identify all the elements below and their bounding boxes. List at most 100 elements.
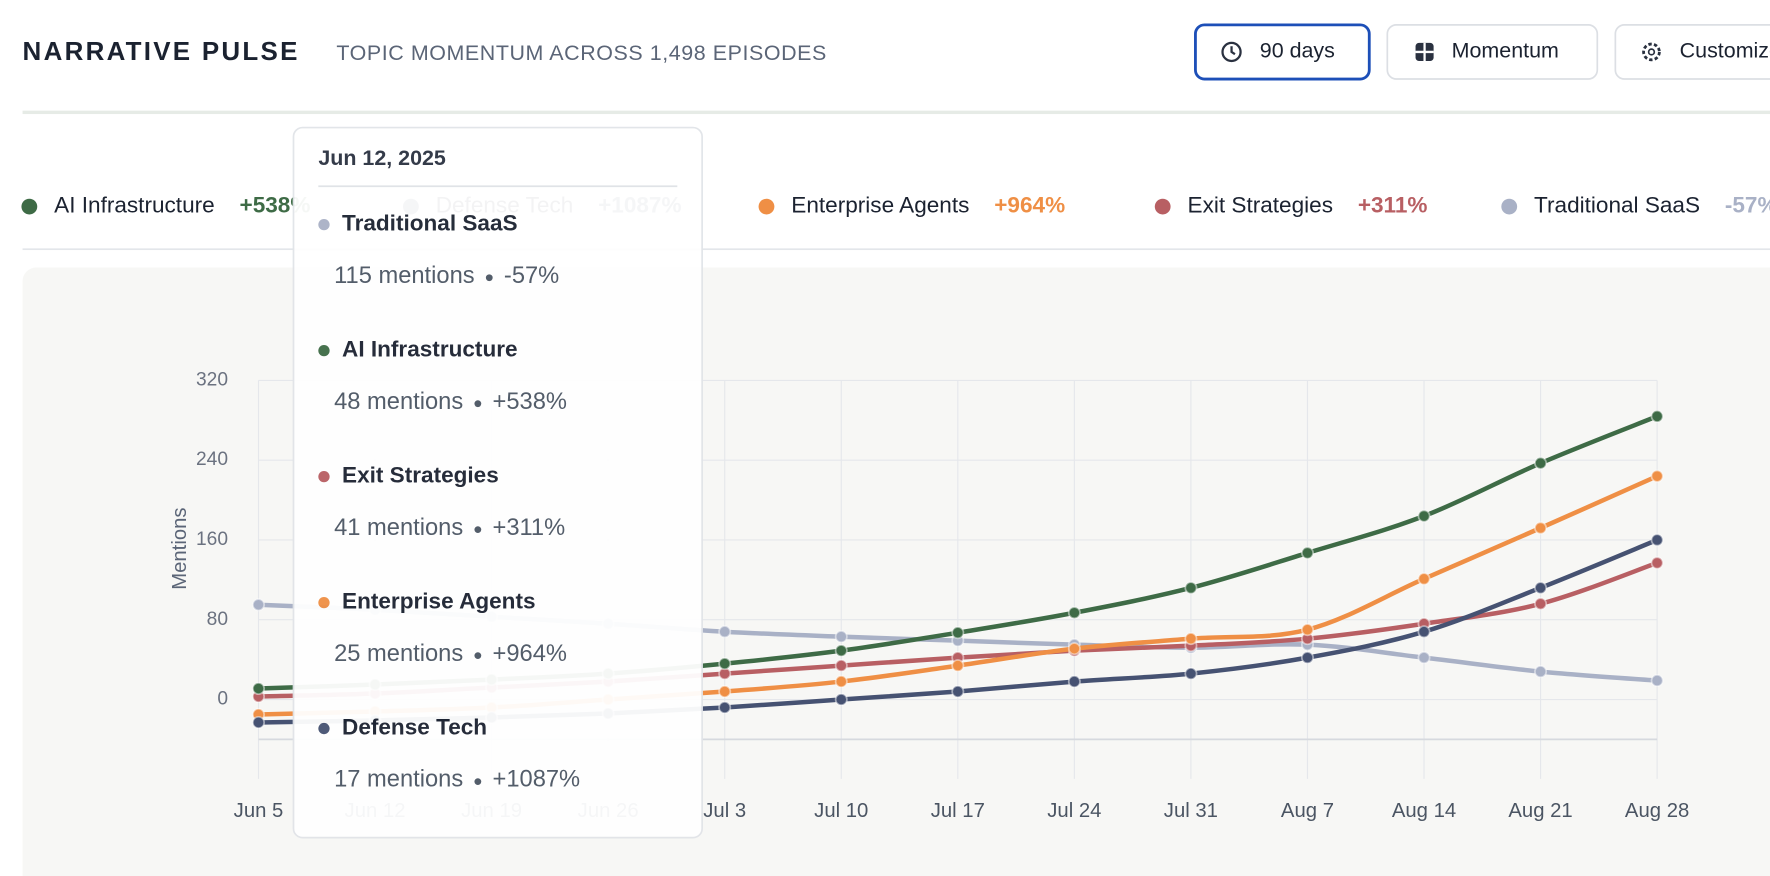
data-point (252, 715, 265, 729)
clock-hands (1230, 46, 1236, 56)
page-subtitle: TOPIC MOMENTUM ACROSS 1,498 EPISODES (336, 41, 826, 65)
data-point (1417, 651, 1431, 665)
data-point (1417, 572, 1431, 586)
legend-label: Enterprise Agents (791, 193, 969, 218)
legend-change: +311% (1358, 193, 1428, 218)
tooltip-change: +1087% (493, 767, 581, 793)
data-point (252, 682, 265, 696)
tooltip-separator (485, 274, 493, 282)
data-point (951, 626, 965, 640)
y-axis-title: Mentions (169, 507, 191, 589)
x-tick-label: Aug 7 (1281, 800, 1334, 822)
x-tick-label: Jun 5 (234, 800, 284, 822)
tooltip-swatch (318, 722, 330, 735)
tooltip-swatch (318, 470, 330, 483)
tooltip-separator (474, 526, 482, 534)
data-point (718, 657, 732, 671)
x-tick-label: Jul 3 (703, 800, 746, 822)
tooltip-name: Defense Tech (342, 715, 487, 740)
tooltip-change: -57% (504, 263, 559, 289)
legend-swatch (758, 198, 775, 215)
tooltip-swatch (318, 219, 330, 231)
x-tick-label: Jul 17 (931, 800, 985, 822)
y-tick-label: 320 (196, 369, 228, 390)
x-tick-label: Jul 24 (1047, 800, 1101, 822)
tooltip-swatch (318, 344, 330, 357)
x-tick-label: Aug 28 (1625, 800, 1689, 822)
data-point (834, 630, 848, 644)
data-point (1067, 606, 1081, 620)
tooltip-separator (474, 400, 482, 408)
tooltip-separator (474, 778, 482, 786)
data-point (834, 675, 848, 689)
button-label: 90 days (1260, 39, 1335, 63)
data-point (834, 644, 848, 658)
tooltip-name: Traditional SaaS (342, 211, 518, 236)
data-point (1300, 546, 1314, 560)
legend-swatch (21, 198, 38, 215)
data-point (834, 693, 848, 707)
y-tick-label: 160 (196, 529, 228, 550)
data-point (1650, 556, 1664, 570)
tooltip-mentions: 25 mentions (334, 641, 463, 667)
data-point (1650, 533, 1664, 547)
legend-swatch (1501, 198, 1518, 215)
legend-divider (22, 248, 1770, 251)
tooltip-change: +964% (493, 641, 567, 667)
data-point (1534, 456, 1548, 470)
y-tick-label: 240 (196, 449, 228, 470)
tooltip-mentions: 115 mentions (334, 263, 474, 289)
data-point (1067, 675, 1081, 689)
tooltip-name: Exit Strategies (342, 463, 499, 488)
chart-panel (22, 267, 1770, 876)
tooltip-date: Jun 12, 2025 (318, 146, 446, 170)
customize-button[interactable]: Customize (1614, 24, 1770, 80)
legend-swatch (1154, 198, 1171, 215)
data-point (951, 659, 965, 673)
data-point (1534, 581, 1548, 595)
mode-button[interactable]: Momentum (1386, 24, 1599, 80)
data-point (718, 685, 732, 699)
y-tick-label: 80 (207, 609, 228, 630)
button-label: Momentum (1452, 39, 1559, 63)
tooltip-box (292, 126, 703, 839)
data-point (1184, 581, 1198, 595)
data-point (1300, 651, 1314, 665)
tooltip-mentions: 48 mentions (334, 389, 463, 415)
legend-label: Traditional SaaS (1534, 193, 1700, 218)
data-point (1417, 625, 1431, 639)
tooltip-change: +311% (493, 515, 566, 541)
tooltip-mentions: 17 mentions (334, 767, 463, 793)
y-tick-label: 0 (217, 689, 228, 710)
button-frame (1614, 24, 1770, 80)
data-point (1534, 665, 1548, 679)
legend-label: AI Infrastructure (54, 193, 215, 218)
x-tick-label: Aug 14 (1392, 800, 1456, 822)
tooltip: Jun 12, 2025 Traditional SaaS 115 mentions… (292, 126, 703, 839)
data-point (718, 700, 732, 714)
grid-icon-lines (1415, 42, 1434, 61)
gear-center (1647, 48, 1656, 56)
data-point (1184, 632, 1198, 646)
x-tick-label: Jul 10 (814, 800, 868, 822)
x-tick-label: Aug 21 (1508, 800, 1572, 822)
data-point (834, 659, 848, 673)
gear-icon (1642, 42, 1661, 62)
data-point (1067, 642, 1081, 656)
tooltip-name: Enterprise Agents (342, 589, 536, 614)
legend-change: -57% (1725, 193, 1770, 218)
tooltip-name: AI Infrastructure (342, 337, 518, 362)
button-label: Customize (1680, 39, 1770, 63)
range-button[interactable]: 90 days (1194, 23, 1371, 81)
data-point (1534, 597, 1548, 611)
data-point (1417, 509, 1431, 523)
legend-label: Exit Strategies (1188, 193, 1333, 218)
data-point (252, 598, 265, 612)
tooltip-mentions: 41 mentions (334, 515, 463, 541)
page-title: NARRATIVE PULSE (23, 36, 300, 66)
data-point (951, 685, 965, 699)
header-divider (22, 110, 1770, 115)
data-point (1184, 667, 1198, 681)
